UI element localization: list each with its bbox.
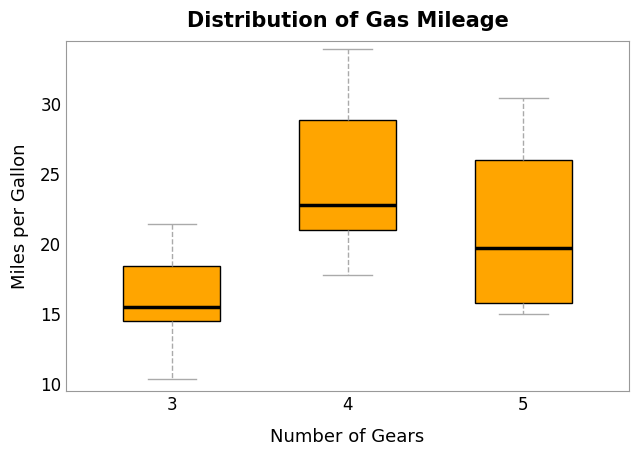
Title: Distribution of Gas Mileage: Distribution of Gas Mileage: [187, 11, 509, 31]
PathPatch shape: [475, 160, 572, 303]
Y-axis label: Miles per Gallon: Miles per Gallon: [11, 143, 29, 289]
X-axis label: Number of Gears: Number of Gears: [271, 428, 425, 446]
PathPatch shape: [124, 266, 220, 321]
PathPatch shape: [299, 120, 396, 230]
